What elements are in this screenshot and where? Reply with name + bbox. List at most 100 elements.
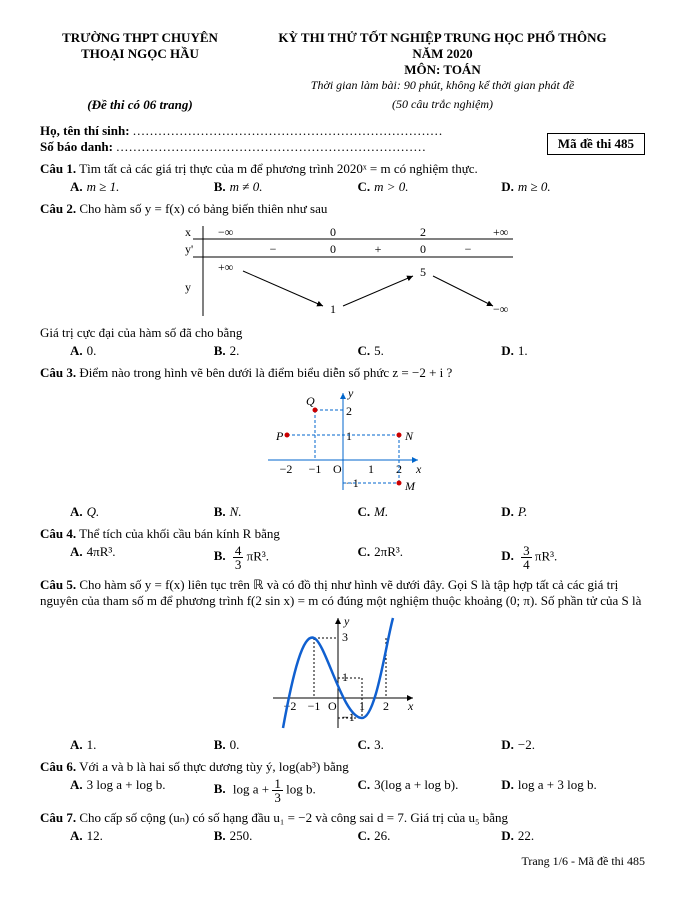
q6-c: 3(log a + log b). — [374, 777, 458, 792]
q6-b-head: log a + — [233, 781, 272, 796]
q3-b: N. — [230, 504, 242, 519]
q2-b: 2. — [230, 343, 240, 358]
svg-text:N: N — [404, 429, 414, 443]
svg-text:x: x — [407, 699, 414, 713]
svg-text:−∞: −∞ — [218, 225, 233, 239]
svg-text:x: x — [185, 225, 191, 239]
q2-tail: Giá trị cực đại của hàm số đã cho bằng — [40, 325, 645, 341]
svg-text:O: O — [333, 462, 342, 476]
svg-text:−2: −2 — [279, 462, 292, 476]
q7-c: 26. — [374, 828, 390, 843]
q2-a: 0. — [87, 343, 97, 358]
svg-text:O: O — [328, 699, 337, 713]
svg-text:y: y — [185, 280, 191, 294]
question-4: Câu 4. Thể tích của khối cầu bán kính R … — [40, 526, 645, 571]
svg-text:y: y — [347, 386, 354, 400]
q5-text: Cho hàm số y = f(x) liên tục trên ℝ và c… — [40, 577, 641, 608]
q7-a: 12. — [87, 828, 103, 843]
header-row2: (Đề thi có 06 trang) (50 câu trắc nghiệm… — [40, 97, 645, 113]
name-dots: ........................................… — [133, 123, 443, 138]
q7-label: Câu 7. — [40, 810, 76, 825]
q5-c: 3. — [374, 737, 384, 752]
q4-label: Câu 4. — [40, 526, 76, 541]
svg-text:2: 2 — [420, 225, 426, 239]
q1-d: m ≥ 0. — [518, 179, 551, 194]
name-label: Họ, tên thí sinh: — [40, 123, 130, 138]
q4-d-tail: πR³. — [535, 548, 557, 563]
school-line2: THOẠI NGỌC HẦU — [40, 46, 240, 62]
svg-text:1: 1 — [342, 670, 348, 684]
q6-a: 3 log a + log b. — [87, 777, 166, 792]
q1-label: Câu 1. — [40, 161, 76, 176]
page-footer: Trang 1/6 - Mã đề thi 485 — [40, 854, 645, 869]
exam-block: KỲ THI THỬ TỐT NGHIỆP TRUNG HỌC PHỔ THÔN… — [240, 30, 645, 93]
q1-a: m ≥ 1. — [87, 179, 120, 194]
q5-label: Câu 5. — [40, 577, 76, 592]
candidate-info: Họ, tên thí sinh: ......................… — [40, 123, 547, 155]
svg-text:0: 0 — [330, 225, 336, 239]
school-line1: TRƯỜNG THPT CHUYÊN — [40, 30, 240, 46]
q2-text: Cho hàm số y = f(x) có bảng biến thiên n… — [79, 201, 327, 216]
svg-text:x: x — [415, 462, 422, 476]
q4-c: 2πR³. — [374, 544, 403, 559]
sbd-dots: ........................................… — [116, 139, 426, 154]
q7-d: 22. — [518, 828, 534, 843]
exam-title2: NĂM 2020 — [240, 46, 645, 62]
q2-label: Câu 2. — [40, 201, 76, 216]
q1-text: Tìm tất cả các giá trị thực của m để phư… — [79, 161, 478, 176]
svg-text:5: 5 — [420, 265, 426, 279]
svg-text:−1: −1 — [308, 462, 321, 476]
exam-title1: KỲ THI THỬ TỐT NGHIỆP TRUNG HỌC PHỔ THÔN… — [240, 30, 645, 46]
question-5: Câu 5. Cho hàm số y = f(x) liên tục trên… — [40, 577, 645, 609]
svg-text:−1: −1 — [346, 476, 359, 490]
svg-text:0: 0 — [330, 242, 336, 256]
question-2: Câu 2. Cho hàm số y = f(x) có bảng biến … — [40, 201, 645, 217]
svg-text:P: P — [275, 429, 284, 443]
svg-text:−1: −1 — [307, 699, 320, 713]
q7-text: Cho cấp số cộng (uₙ) có số hạng đầu u₁ =… — [79, 810, 508, 825]
q3-c: M. — [374, 504, 388, 519]
svg-text:y': y' — [185, 242, 193, 256]
q2-c: 5. — [374, 343, 384, 358]
complex-svg: O x y −2 −1 1 2 −1 1 2 P Q N M — [258, 385, 428, 500]
q1-c: m > 0. — [374, 179, 408, 194]
exam-count: (50 câu trắc nghiệm) — [240, 97, 645, 113]
exam-time: Thời gian làm bài: 90 phút, không kể thờ… — [240, 78, 645, 93]
q6-label: Câu 6. — [40, 759, 76, 774]
q7-b: 250. — [230, 828, 253, 843]
q3-text: Điểm nào trong hình vẽ bên dưới là điểm … — [79, 365, 452, 380]
svg-text:2: 2 — [396, 462, 402, 476]
svg-text:1: 1 — [346, 429, 352, 443]
page-note: (Đề thi có 06 trang) — [40, 97, 240, 113]
svg-text:−: − — [464, 242, 471, 256]
exam-code-box: Mã đề thi 485 — [547, 133, 645, 155]
question-6: Câu 6. Với a và b là hai số thực dương t… — [40, 759, 645, 804]
svg-text:y: y — [343, 614, 350, 628]
q4-text: Thể tích của khối cầu bán kính R bằng — [79, 526, 280, 541]
q2-d: 1. — [518, 343, 528, 358]
q6-d: log a + 3 log b. — [518, 777, 597, 792]
variation-svg: x y' y −∞ 0 2 +∞ − 0 + 0 − +∞ 1 5 −∞ — [163, 221, 523, 321]
school-block: TRƯỜNG THPT CHUYÊN THOẠI NGỌC HẦU — [40, 30, 240, 93]
svg-text:3: 3 — [342, 630, 348, 644]
q3-d: P. — [518, 504, 528, 519]
question-7: Câu 7. Cho cấp số cộng (uₙ) có số hạng đ… — [40, 810, 645, 844]
question-3: Câu 3. Điểm nào trong hình vẽ bên dưới l… — [40, 365, 645, 381]
q5-b: 0. — [230, 737, 240, 752]
svg-text:1: 1 — [368, 462, 374, 476]
q6-text: Với a và b là hai số thực dương tùy ý, l… — [79, 759, 349, 774]
q5-d: −2. — [518, 737, 535, 752]
variation-table: x y' y −∞ 0 2 +∞ − 0 + 0 − +∞ 1 5 −∞ — [40, 221, 645, 321]
q5-a: 1. — [87, 737, 97, 752]
svg-text:+∞: +∞ — [218, 260, 233, 274]
q3-a: Q. — [87, 504, 100, 519]
function-plot-figure: O x y −2 −1 1 2 −1 1 3 — [40, 613, 645, 733]
svg-text:+∞: +∞ — [493, 225, 508, 239]
exam-subject: MÔN: TOÁN — [240, 62, 645, 78]
q3-label: Câu 3. — [40, 365, 76, 380]
info-row: Họ, tên thí sinh: ......................… — [40, 123, 645, 155]
svg-text:M: M — [404, 479, 416, 493]
q4-b-tail: πR³. — [247, 548, 269, 563]
svg-text:1: 1 — [330, 302, 336, 316]
q4-a: 4πR³. — [87, 544, 116, 559]
